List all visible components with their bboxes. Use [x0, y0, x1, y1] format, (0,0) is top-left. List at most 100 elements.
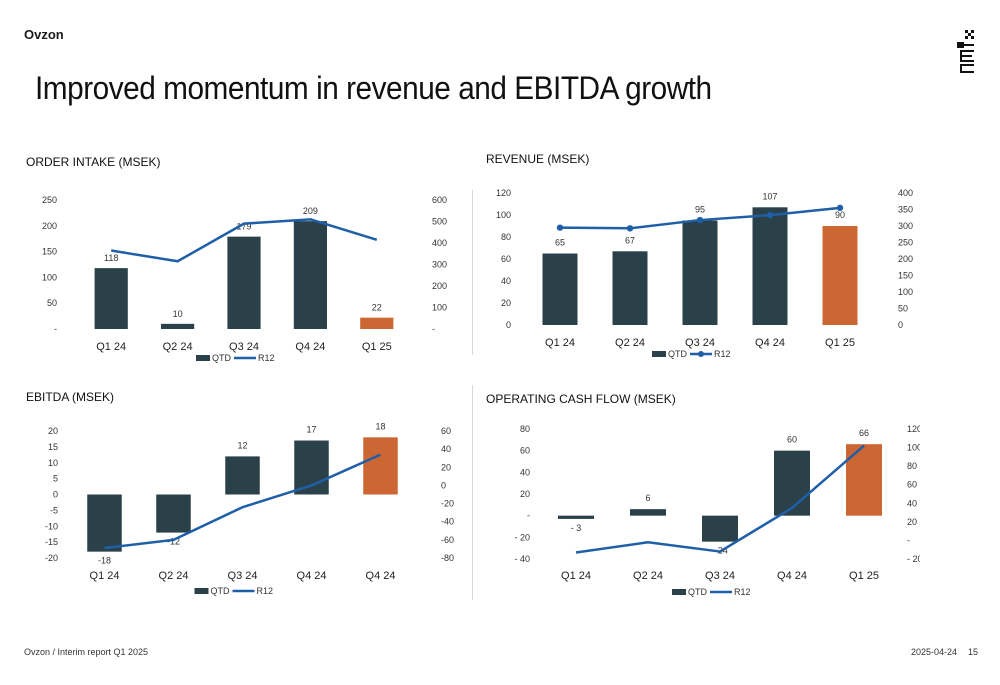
right-axis-tick-label: 400: [432, 238, 447, 248]
r12-point: [556, 224, 564, 231]
right-axis-tick-label: 100: [907, 443, 920, 453]
right-axis-tick-label: 0: [898, 320, 903, 330]
left-axis-tick-label: -: [54, 324, 57, 334]
legend-label-r12: R12: [258, 353, 275, 363]
left-axis-tick-label: 120: [496, 188, 511, 198]
bar: [702, 515, 738, 542]
left-axis-tick-label: -20: [45, 553, 58, 563]
footer-report-name: Ovzon / Interim report Q1 2025: [24, 647, 149, 657]
legend-swatch-qtd: [672, 589, 686, 595]
category-label: Q3 24: [229, 341, 259, 353]
left-axis-tick-label: -5: [50, 505, 58, 515]
category-label: Q2 24: [615, 337, 645, 349]
legend-label-qtd: QTD: [211, 586, 230, 596]
category-label: Q1 24: [96, 341, 126, 353]
category-label: Q1 25: [362, 341, 392, 353]
bar: [558, 515, 594, 519]
legend-swatch-qtd: [196, 355, 210, 361]
legend-label-r12: R12: [257, 586, 274, 596]
bar: [227, 236, 261, 329]
right-axis-tick-label: -: [907, 535, 910, 545]
page-number: 15: [968, 647, 979, 657]
legend-label-qtd: QTD: [688, 587, 707, 597]
right-axis-tick-label: 350: [898, 205, 913, 215]
left-axis-tick-label: 0: [53, 490, 58, 500]
chart-title: EBITDA (MSEK): [26, 390, 114, 404]
legend-label-r12: R12: [734, 587, 751, 597]
right-axis-tick-label: 40: [907, 498, 917, 508]
right-axis-tick-label: 80: [907, 461, 917, 471]
left-axis-tick-label: 200: [42, 221, 57, 231]
r12-line: [104, 453, 382, 550]
chart-divider-bottom: [472, 385, 473, 600]
right-axis-tick-label: - 20: [907, 554, 920, 564]
left-axis-tick-label: 20: [48, 426, 58, 436]
footer-date: 2025-04-24: [911, 647, 958, 657]
left-axis-tick-label: -: [527, 511, 530, 521]
bar: [774, 450, 810, 516]
left-axis-tick-label: 10: [48, 458, 58, 468]
bar: [612, 251, 648, 325]
right-axis-tick-label: 60: [441, 426, 451, 436]
right-axis-tick-label: 200: [898, 254, 913, 264]
category-label: Q4 24: [297, 570, 327, 582]
r12-point: [696, 216, 704, 224]
left-axis-tick-label: 80: [501, 232, 511, 242]
legend-swatch-qtd: [652, 351, 666, 357]
data-label: 67: [625, 235, 635, 245]
left-axis-tick-label: 20: [501, 298, 511, 308]
bar: [363, 437, 398, 495]
data-label: 17: [306, 425, 316, 435]
right-axis-tick-label: 400: [898, 188, 913, 198]
data-label: 209: [303, 206, 318, 216]
r12-point: [766, 211, 774, 219]
right-axis-tick-label: 40: [441, 444, 451, 454]
right-axis-tick-label: 60: [907, 480, 917, 490]
data-label: 60: [787, 435, 797, 445]
left-axis-tick-label: 40: [520, 467, 530, 477]
category-label: Q1 24: [90, 570, 120, 582]
data-label: 18: [375, 421, 385, 431]
left-axis-tick-label: 150: [42, 247, 57, 257]
right-axis-tick-label: 300: [432, 260, 447, 270]
data-label: 12: [237, 440, 247, 450]
operating-cash-flow-chart: OPERATING CASH FLOW (MSEK) - 40 - 20 - 20 40 6…: [486, 392, 920, 597]
legend-swatch-qtd: [194, 588, 209, 594]
bar: [156, 494, 191, 533]
right-axis-tick-label: 20: [907, 517, 917, 527]
right-axis-tick-label: 20: [441, 462, 451, 472]
right-axis-tick-label: -40: [441, 517, 454, 527]
right-axis-tick-label: -80: [441, 553, 454, 563]
left-axis-tick-label: -10: [45, 521, 58, 531]
right-axis-tick-label: -: [432, 324, 435, 334]
bar: [293, 221, 327, 329]
order-intake-chart: ORDER INTAKE (MSEK) - 50 100 150 200 250 - 100 20…: [26, 155, 447, 363]
left-axis-tick-label: 250: [42, 195, 57, 205]
data-label: 6: [645, 493, 650, 503]
chart-title: OPERATING CASH FLOW (MSEK): [486, 392, 676, 406]
right-axis-tick-label: 200: [432, 281, 447, 291]
r12-line: [111, 218, 378, 263]
left-axis-tick-label: 60: [501, 254, 511, 264]
category-label: Q4 24: [755, 337, 785, 349]
category-label: Q4 24: [295, 341, 325, 353]
chart-title: ORDER INTAKE (MSEK): [26, 155, 160, 169]
right-axis-tick-label: 300: [898, 221, 913, 231]
right-axis-tick-label: 100: [898, 287, 913, 297]
left-axis-tick-label: 20: [520, 489, 530, 499]
bar: [225, 456, 260, 495]
legend-label-qtd: QTD: [212, 353, 231, 363]
bar: [161, 323, 195, 329]
data-label: 107: [762, 191, 777, 201]
right-axis-tick-label: 600: [432, 195, 447, 205]
data-label: - 3: [571, 523, 582, 533]
category-label: Q3 24: [685, 337, 715, 349]
data-label: 10: [173, 309, 183, 319]
data-label: 22: [372, 303, 382, 313]
r12-line: [575, 444, 865, 554]
data-label: 65: [555, 238, 565, 248]
page-title: Improved momentum in revenue and EBITDA …: [35, 70, 712, 106]
data-label: -18: [98, 556, 111, 566]
left-axis-tick-label: 40: [501, 276, 511, 286]
bar: [630, 509, 666, 516]
